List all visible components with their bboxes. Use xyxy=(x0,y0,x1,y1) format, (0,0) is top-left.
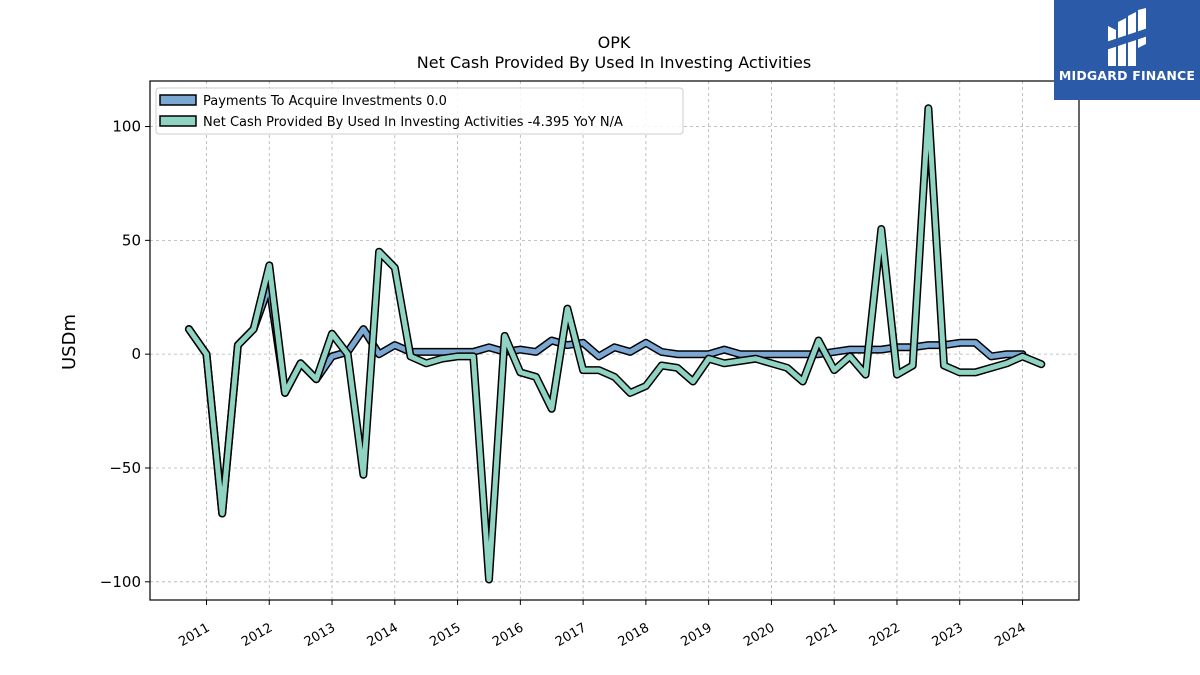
y-tick-label: −100 xyxy=(100,573,141,591)
midgard-logo-icon xyxy=(1106,8,1148,66)
brand-name: MIDGARD FINANCE xyxy=(1058,68,1196,83)
legend: Payments To Acquire Investments 0.0 Net … xyxy=(155,87,684,135)
y-tick-label: 0 xyxy=(131,345,141,363)
series-1 xyxy=(184,104,1046,584)
x-tick-label: 2017 xyxy=(553,620,589,650)
x-tick-label: 2024 xyxy=(992,620,1028,650)
x-tick-label: 2013 xyxy=(302,620,338,650)
x-tick-label: 2021 xyxy=(804,620,840,650)
legend-swatch-net-cash xyxy=(159,115,197,127)
brand-logo: MIDGARD FINANCE xyxy=(1054,0,1200,100)
legend-label-payments: Payments To Acquire Investments 0.0 xyxy=(203,94,447,109)
series-line xyxy=(186,105,1044,582)
y-axis-label: USDm xyxy=(59,314,80,370)
x-tick-label: 2016 xyxy=(490,620,526,650)
y-tick-label: −50 xyxy=(109,459,141,477)
x-axis: 2011 2012 2013 2014 2015 2016 2017 2018 2019 2020… xyxy=(176,600,1029,650)
x-tick-label: 2014 xyxy=(365,620,401,650)
series-line xyxy=(186,283,1025,516)
series-lines xyxy=(184,104,1046,584)
x-tick-label: 2015 xyxy=(427,620,463,650)
legend-label-net-cash: Net Cash Provided By Used In Investing A… xyxy=(203,115,623,130)
x-tick-label: 2018 xyxy=(616,620,652,650)
x-tick-label: 2023 xyxy=(930,620,966,650)
x-tick-label: 2022 xyxy=(867,620,903,650)
series-outline xyxy=(184,281,1027,518)
chart-subtitle: Net Cash Provided By Used In Investing A… xyxy=(417,53,811,72)
legend-swatch-payments xyxy=(159,94,197,106)
x-tick-label: 2012 xyxy=(239,620,275,650)
y-axis: −100 −50 0 50 100 xyxy=(100,118,150,591)
series-0 xyxy=(184,281,1027,518)
grid xyxy=(150,81,1079,600)
plot-frame xyxy=(149,80,1080,601)
y-tick-label: 100 xyxy=(112,118,141,136)
y-tick-label: 50 xyxy=(122,231,141,249)
x-tick-label: 2020 xyxy=(741,620,777,650)
x-tick-label: 2011 xyxy=(176,620,212,650)
x-tick-label: 2019 xyxy=(678,620,714,650)
chart-title: OPK xyxy=(598,33,631,52)
legend-box xyxy=(155,87,684,135)
